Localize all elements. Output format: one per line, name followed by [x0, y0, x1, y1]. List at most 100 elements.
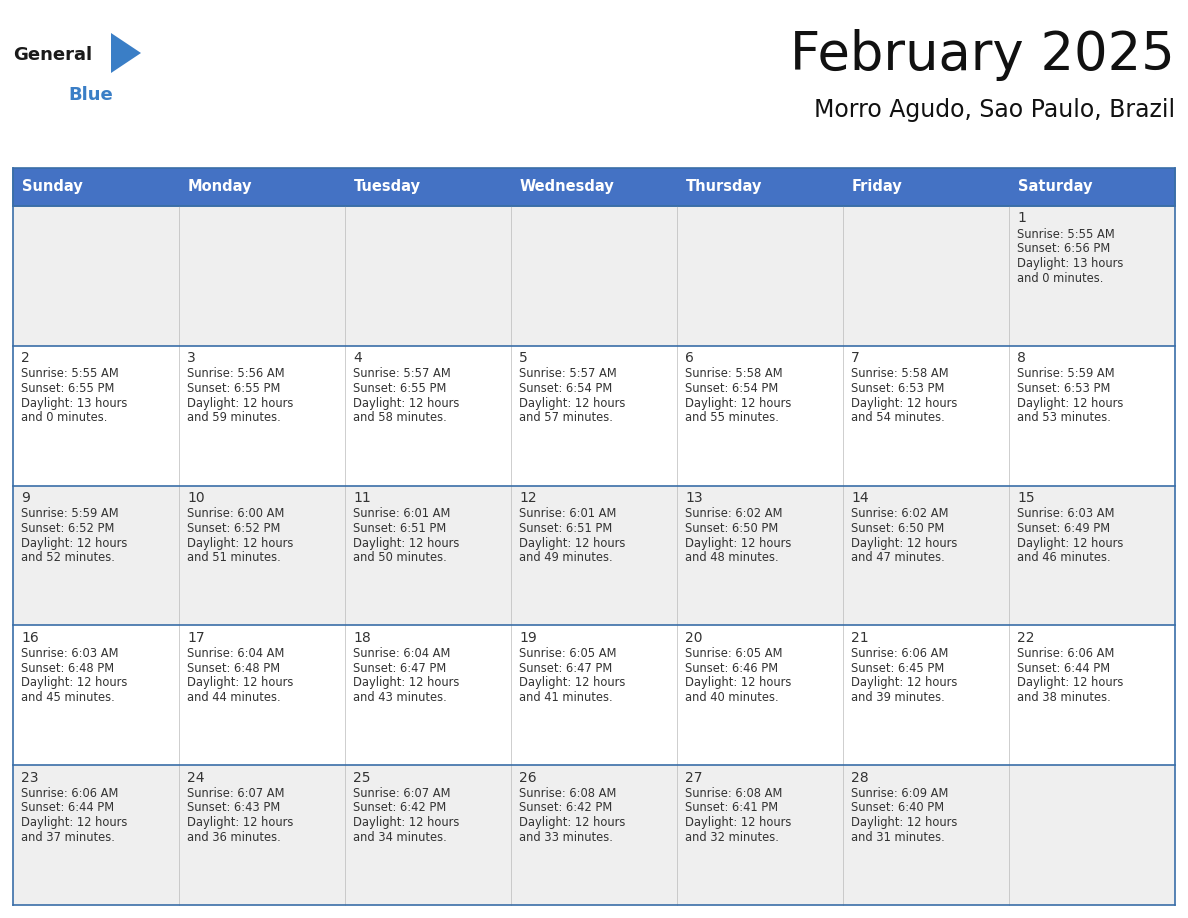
Text: Sunrise: 5:55 AM: Sunrise: 5:55 AM — [1017, 228, 1114, 241]
Bar — [1009, 168, 1175, 206]
Text: and 43 minutes.: and 43 minutes. — [353, 691, 447, 704]
Text: 2: 2 — [21, 352, 30, 365]
Text: Sunset: 6:42 PM: Sunset: 6:42 PM — [519, 801, 612, 814]
Text: and 31 minutes.: and 31 minutes. — [851, 831, 944, 844]
Text: Sunrise: 5:58 AM: Sunrise: 5:58 AM — [685, 367, 783, 380]
Text: Sunset: 6:52 PM: Sunset: 6:52 PM — [187, 521, 280, 535]
Text: Sunset: 6:54 PM: Sunset: 6:54 PM — [519, 382, 612, 395]
Text: Daylight: 12 hours: Daylight: 12 hours — [21, 677, 127, 689]
Text: Daylight: 12 hours: Daylight: 12 hours — [685, 816, 791, 829]
Text: Daylight: 12 hours: Daylight: 12 hours — [1017, 397, 1124, 409]
Bar — [843, 168, 1009, 206]
Text: and 48 minutes.: and 48 minutes. — [685, 551, 778, 565]
Text: Sunrise: 6:05 AM: Sunrise: 6:05 AM — [685, 647, 783, 660]
Text: Sunrise: 6:08 AM: Sunrise: 6:08 AM — [685, 787, 783, 800]
Text: Sunrise: 6:05 AM: Sunrise: 6:05 AM — [519, 647, 617, 660]
Text: Sunset: 6:49 PM: Sunset: 6:49 PM — [1017, 521, 1110, 535]
Text: Friday: Friday — [852, 180, 903, 195]
Text: 10: 10 — [187, 491, 204, 505]
Text: Daylight: 12 hours: Daylight: 12 hours — [21, 536, 127, 550]
Text: Sunrise: 6:06 AM: Sunrise: 6:06 AM — [851, 647, 948, 660]
Text: and 39 minutes.: and 39 minutes. — [851, 691, 944, 704]
Bar — [345, 168, 511, 206]
Text: General: General — [13, 46, 93, 64]
Text: Sunset: 6:56 PM: Sunset: 6:56 PM — [1017, 242, 1111, 255]
Text: and 49 minutes.: and 49 minutes. — [519, 551, 613, 565]
Text: Sunrise: 6:06 AM: Sunrise: 6:06 AM — [1017, 647, 1114, 660]
Text: 21: 21 — [851, 631, 868, 645]
Text: Daylight: 12 hours: Daylight: 12 hours — [353, 677, 460, 689]
Text: 25: 25 — [353, 771, 371, 785]
Text: Sunrise: 6:02 AM: Sunrise: 6:02 AM — [851, 507, 948, 521]
Text: 9: 9 — [21, 491, 30, 505]
Text: and 54 minutes.: and 54 minutes. — [851, 411, 944, 424]
Text: Sunrise: 6:01 AM: Sunrise: 6:01 AM — [353, 507, 450, 521]
Text: and 36 minutes.: and 36 minutes. — [187, 831, 280, 844]
Text: Tuesday: Tuesday — [354, 180, 421, 195]
Text: Sunset: 6:45 PM: Sunset: 6:45 PM — [851, 662, 944, 675]
Text: and 41 minutes.: and 41 minutes. — [519, 691, 613, 704]
Text: Sunrise: 5:57 AM: Sunrise: 5:57 AM — [353, 367, 450, 380]
Text: Sunset: 6:42 PM: Sunset: 6:42 PM — [353, 801, 447, 814]
Text: Daylight: 12 hours: Daylight: 12 hours — [519, 677, 625, 689]
Text: and 0 minutes.: and 0 minutes. — [1017, 272, 1104, 285]
Text: and 59 minutes.: and 59 minutes. — [187, 411, 280, 424]
Text: Sunrise: 6:02 AM: Sunrise: 6:02 AM — [685, 507, 783, 521]
Text: Daylight: 12 hours: Daylight: 12 hours — [187, 677, 293, 689]
Text: Daylight: 12 hours: Daylight: 12 hours — [1017, 536, 1124, 550]
Text: 14: 14 — [851, 491, 868, 505]
Text: 27: 27 — [685, 771, 702, 785]
Text: 4: 4 — [353, 352, 362, 365]
Text: Sunset: 6:52 PM: Sunset: 6:52 PM — [21, 521, 114, 535]
Text: and 32 minutes.: and 32 minutes. — [685, 831, 779, 844]
Text: Sunset: 6:53 PM: Sunset: 6:53 PM — [851, 382, 944, 395]
Text: 6: 6 — [685, 352, 694, 365]
Text: Daylight: 12 hours: Daylight: 12 hours — [685, 536, 791, 550]
Text: 18: 18 — [353, 631, 371, 645]
Text: Sunrise: 6:04 AM: Sunrise: 6:04 AM — [353, 647, 450, 660]
Text: 15: 15 — [1017, 491, 1035, 505]
Text: Sunrise: 6:09 AM: Sunrise: 6:09 AM — [851, 787, 948, 800]
Text: and 58 minutes.: and 58 minutes. — [353, 411, 447, 424]
Text: Sunrise: 6:03 AM: Sunrise: 6:03 AM — [1017, 507, 1114, 521]
Bar — [179, 168, 345, 206]
Text: Sunrise: 6:01 AM: Sunrise: 6:01 AM — [519, 507, 617, 521]
Bar — [13, 625, 1175, 766]
Text: Sunset: 6:54 PM: Sunset: 6:54 PM — [685, 382, 778, 395]
Text: 17: 17 — [187, 631, 204, 645]
Text: and 47 minutes.: and 47 minutes. — [851, 551, 944, 565]
Bar — [13, 206, 1175, 346]
Text: 16: 16 — [21, 631, 39, 645]
Text: Sunrise: 6:07 AM: Sunrise: 6:07 AM — [187, 787, 284, 800]
Text: Sunrise: 6:07 AM: Sunrise: 6:07 AM — [353, 787, 450, 800]
Text: and 51 minutes.: and 51 minutes. — [187, 551, 280, 565]
Text: Daylight: 12 hours: Daylight: 12 hours — [187, 816, 293, 829]
Text: Daylight: 12 hours: Daylight: 12 hours — [187, 397, 293, 409]
Text: Daylight: 12 hours: Daylight: 12 hours — [519, 536, 625, 550]
Text: Daylight: 12 hours: Daylight: 12 hours — [685, 397, 791, 409]
Text: Sunset: 6:44 PM: Sunset: 6:44 PM — [1017, 662, 1110, 675]
Text: Sunrise: 5:56 AM: Sunrise: 5:56 AM — [187, 367, 285, 380]
Text: 19: 19 — [519, 631, 537, 645]
Text: Sunrise: 5:55 AM: Sunrise: 5:55 AM — [21, 367, 119, 380]
Text: Sunset: 6:50 PM: Sunset: 6:50 PM — [851, 521, 944, 535]
Text: 1: 1 — [1017, 211, 1026, 226]
Text: Sunset: 6:43 PM: Sunset: 6:43 PM — [187, 801, 280, 814]
Text: 28: 28 — [851, 771, 868, 785]
Text: Daylight: 12 hours: Daylight: 12 hours — [851, 536, 958, 550]
Text: 8: 8 — [1017, 352, 1026, 365]
Text: Daylight: 12 hours: Daylight: 12 hours — [851, 816, 958, 829]
Text: and 55 minutes.: and 55 minutes. — [685, 411, 779, 424]
Polygon shape — [110, 33, 141, 73]
Text: Daylight: 12 hours: Daylight: 12 hours — [187, 536, 293, 550]
Text: Sunset: 6:46 PM: Sunset: 6:46 PM — [685, 662, 778, 675]
Text: February 2025: February 2025 — [790, 29, 1175, 81]
Text: Sunset: 6:41 PM: Sunset: 6:41 PM — [685, 801, 778, 814]
Text: and 53 minutes.: and 53 minutes. — [1017, 411, 1111, 424]
Text: 23: 23 — [21, 771, 38, 785]
Text: Sunset: 6:55 PM: Sunset: 6:55 PM — [187, 382, 280, 395]
Text: Daylight: 12 hours: Daylight: 12 hours — [353, 816, 460, 829]
Text: 22: 22 — [1017, 631, 1035, 645]
Text: Sunrise: 5:58 AM: Sunrise: 5:58 AM — [851, 367, 949, 380]
Text: and 50 minutes.: and 50 minutes. — [353, 551, 447, 565]
